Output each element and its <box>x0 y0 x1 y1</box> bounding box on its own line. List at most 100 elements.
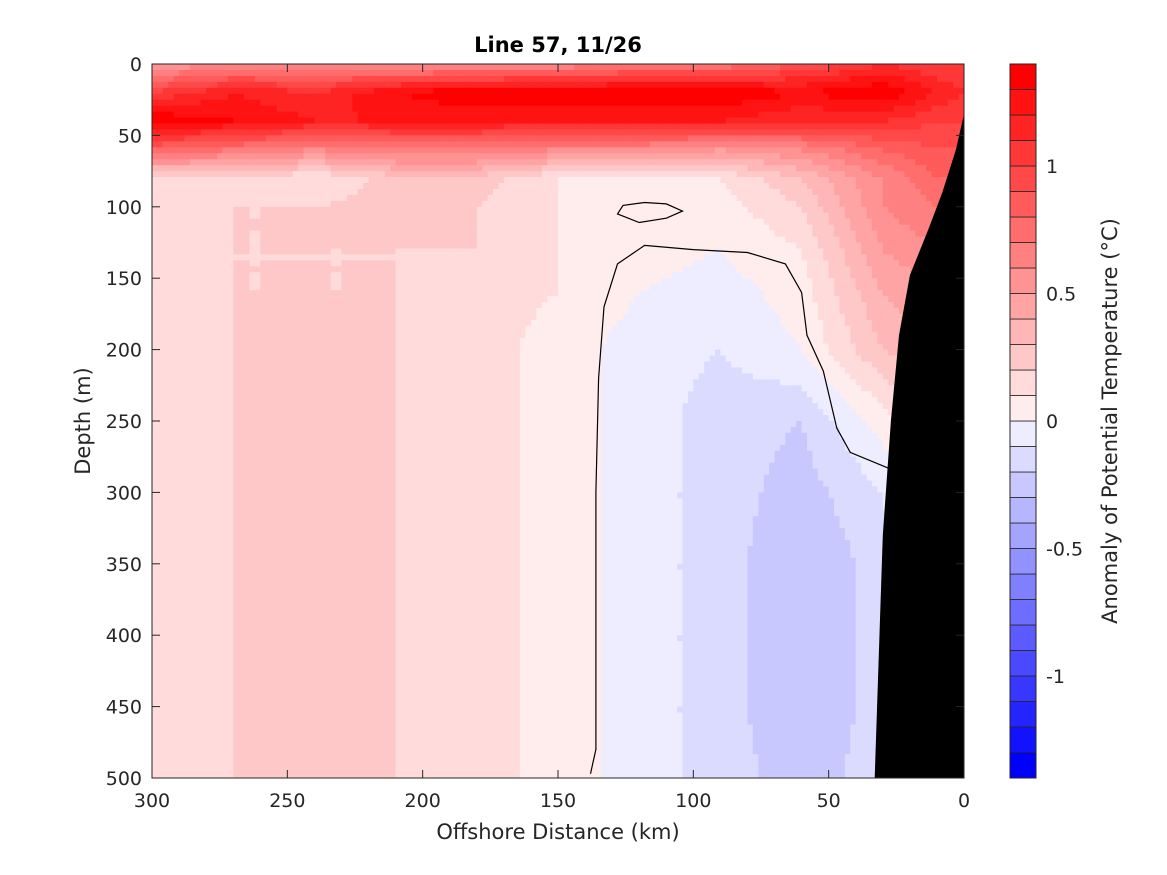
field-cell <box>390 135 396 142</box>
field-cell <box>791 70 797 77</box>
field-cell <box>596 82 602 89</box>
field-cell <box>672 124 678 131</box>
field-cell <box>542 124 548 131</box>
field-cell <box>910 88 916 95</box>
field-cell <box>726 106 732 113</box>
field-cell <box>590 94 596 101</box>
field-cell <box>899 100 905 107</box>
field-cell <box>531 76 537 83</box>
field-cell <box>710 129 716 136</box>
field-cell <box>542 76 548 83</box>
field-cell <box>255 135 261 142</box>
field-cell <box>726 141 732 148</box>
field-cell <box>812 141 818 148</box>
field-cell <box>379 112 385 119</box>
field-cell <box>845 124 851 131</box>
field-cell <box>228 112 234 119</box>
field-cell <box>293 100 299 107</box>
field-cell <box>569 64 575 71</box>
field-cell <box>661 124 667 131</box>
field-cell <box>206 118 212 125</box>
field-cell <box>850 88 856 95</box>
field-cell <box>731 141 737 148</box>
field-cell <box>433 76 439 83</box>
field-cell <box>233 124 239 131</box>
field-cell <box>850 76 856 83</box>
field-cell <box>715 129 721 136</box>
field-cell <box>433 141 439 148</box>
field-cell <box>655 82 661 89</box>
field-cell <box>163 70 169 77</box>
field-cell <box>406 135 412 142</box>
field-cell <box>904 124 910 131</box>
field-cell <box>347 112 353 119</box>
field-cell <box>845 88 851 95</box>
field-cell <box>493 76 499 83</box>
field-cell <box>520 100 526 107</box>
field-cell <box>520 76 526 83</box>
field-cell <box>374 118 380 125</box>
field-cell <box>737 118 743 125</box>
field-cell <box>363 129 369 136</box>
field-cell <box>396 94 402 101</box>
field-cell <box>336 70 342 77</box>
field-cell <box>428 118 434 125</box>
field-cell <box>320 141 326 148</box>
field-cell <box>504 100 510 107</box>
field-cell <box>331 106 337 113</box>
field-cell <box>498 64 504 71</box>
field-cell <box>764 129 770 136</box>
field-cell <box>618 76 624 83</box>
field-cell <box>899 112 905 119</box>
field-cell <box>942 76 948 83</box>
field-cell <box>498 88 504 95</box>
field-cell <box>796 70 802 77</box>
field-cell <box>347 129 353 136</box>
field-cell <box>450 129 456 136</box>
field-cell <box>747 94 753 101</box>
field-cell <box>618 118 624 125</box>
field-cell <box>655 94 661 101</box>
field-cell <box>520 82 526 89</box>
field-cell <box>628 82 634 89</box>
field-cell <box>325 82 331 89</box>
field-cell <box>542 94 548 101</box>
field-cell <box>585 118 591 125</box>
field-cell <box>423 94 429 101</box>
field-cell <box>780 118 786 125</box>
field-cell <box>369 76 375 83</box>
field-cell <box>325 112 331 119</box>
field-cell <box>737 100 743 107</box>
field-cell <box>255 70 261 77</box>
field-cell <box>293 124 299 131</box>
field-cell <box>233 112 239 119</box>
field-cell <box>683 112 689 119</box>
field-cell <box>304 118 310 125</box>
field-cell <box>558 118 564 125</box>
field-cell <box>255 64 261 71</box>
field-cell <box>780 76 786 83</box>
field-cell <box>385 100 391 107</box>
field-cell <box>482 106 488 113</box>
field-cell <box>244 76 250 83</box>
field-cell <box>304 82 310 89</box>
field-cell <box>834 82 840 89</box>
field-cell <box>406 94 412 101</box>
field-cell <box>839 76 845 83</box>
field-cell <box>623 124 629 131</box>
field-cell <box>693 106 699 113</box>
field-cell <box>704 76 710 83</box>
field-cell <box>358 124 364 131</box>
field-cell <box>212 94 218 101</box>
field-cell <box>612 141 618 148</box>
field-cell <box>639 64 645 71</box>
field-cell <box>379 88 385 95</box>
field-cell <box>336 76 342 83</box>
field-cell <box>861 129 867 136</box>
field-cell <box>282 100 288 107</box>
field-cell <box>888 124 894 131</box>
field-cell <box>812 129 818 136</box>
field-cell <box>461 64 467 71</box>
field-cell <box>715 94 721 101</box>
field-cell <box>780 135 786 142</box>
